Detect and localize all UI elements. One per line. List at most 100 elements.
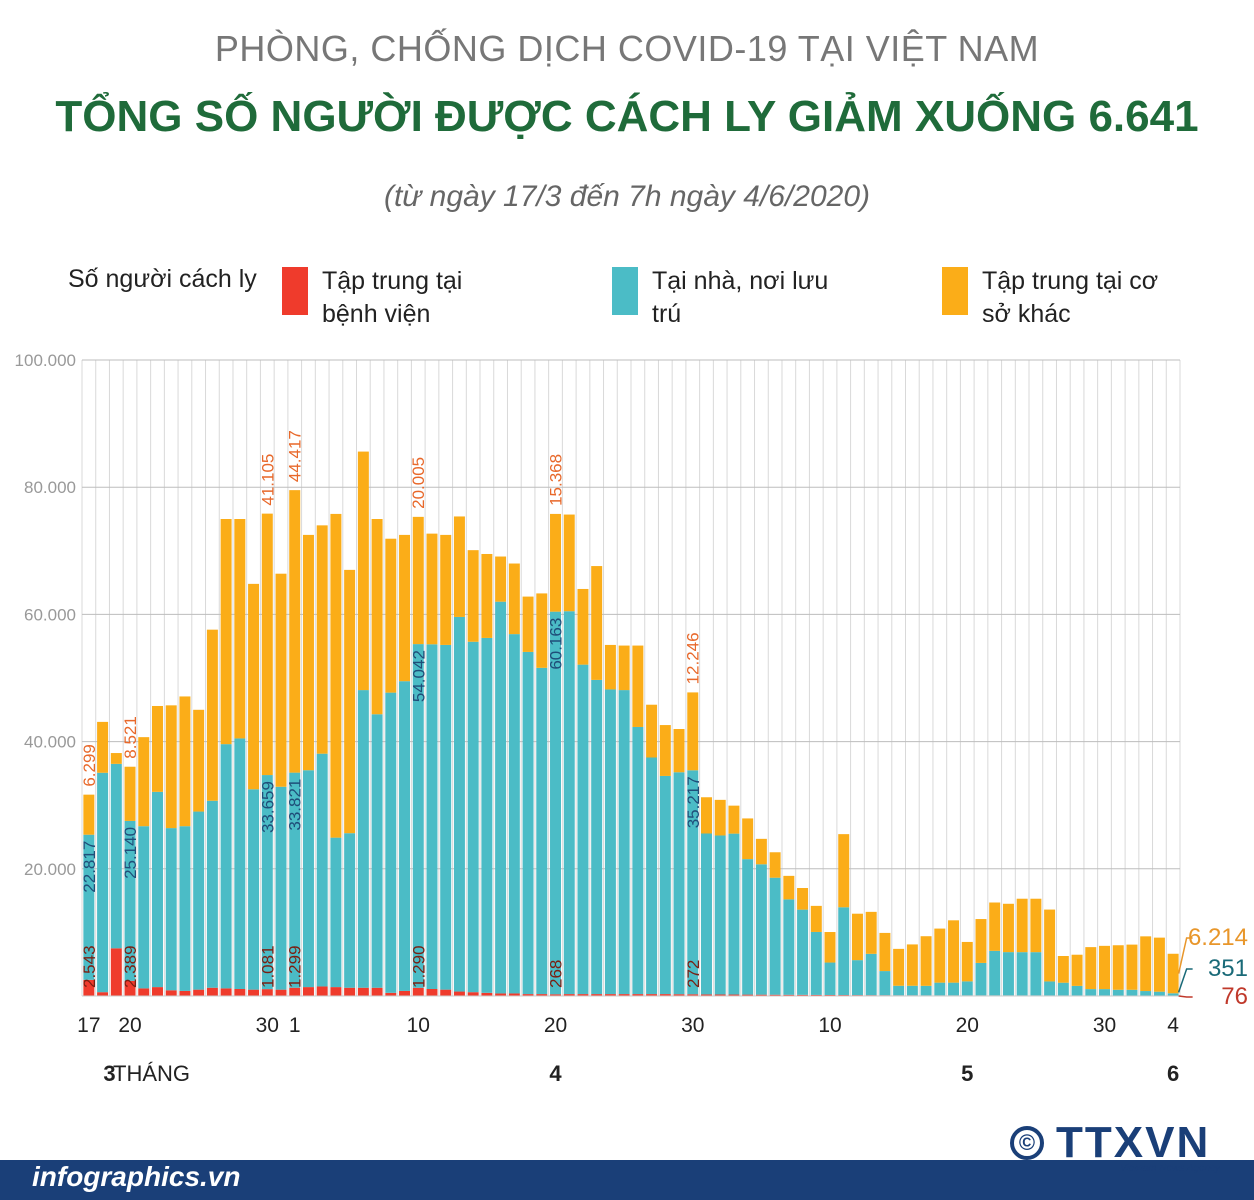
bar-segment-s2-d71 — [1057, 955, 1069, 983]
bar-segment-s1-d46 — [714, 835, 726, 995]
bar-segment-s0-d8 — [193, 989, 205, 996]
bar-segment-s2-d13 — [261, 513, 273, 776]
bar-segment-s1-d48 — [742, 859, 754, 995]
bar-segment-s2-d34 — [550, 513, 562, 612]
bar-segment-s0-d40 — [632, 994, 644, 996]
bar-segment-s2-d1 — [97, 721, 109, 773]
bar-segment-s2-d54 — [824, 932, 836, 963]
value-annotation: 12.246 — [684, 632, 703, 684]
bar-segment-s1-d27 — [453, 616, 465, 992]
bar-segment-s0-d37 — [591, 994, 603, 996]
bar-segment-s0-d45 — [700, 994, 712, 996]
ttxvn-logo: © TTXVN — [1010, 1118, 1210, 1168]
logo-subtitle: Vietnam News Agency — [1120, 1163, 1221, 1174]
y-tick-label: 80.000 — [24, 478, 76, 497]
month-label: 6 — [1167, 1061, 1179, 1086]
bar-segment-s2-d32 — [522, 596, 534, 652]
bar-segment-s0-d38 — [604, 994, 616, 996]
bar-segment-s0-d1 — [97, 992, 109, 996]
bar-segment-s2-d8 — [193, 709, 205, 812]
value-annotation: 2.543 — [80, 945, 99, 988]
y-tick-label: 40.000 — [24, 733, 76, 752]
bar-segment-s1-d36 — [577, 664, 589, 995]
bar-segment-s2-d49 — [755, 838, 767, 865]
value-annotation: 44.417 — [286, 430, 305, 482]
bar-segment-s1-d26 — [440, 644, 452, 990]
bar-segment-s1-d40 — [632, 726, 644, 995]
bar-segment-s1-d30 — [495, 601, 507, 994]
bar-segment-s1-d57 — [865, 953, 877, 996]
bar-segment-s0-d13 — [261, 989, 273, 996]
y-tick-label: 100.000 — [15, 351, 76, 370]
bar-segment-s0-d30 — [495, 993, 507, 996]
bar-segment-s2-d2 — [110, 753, 122, 764]
bar-segment-s0-d9 — [206, 987, 218, 996]
bar-segment-s0-d10 — [220, 988, 232, 996]
bar-segment-s0-d33 — [536, 994, 548, 996]
bar-segment-s2-d22 — [385, 538, 397, 693]
bar-segment-s0-d36 — [577, 994, 589, 996]
bar-segment-s1-d28 — [467, 641, 479, 993]
value-annotation: 1.299 — [286, 945, 305, 988]
value-annotation: 41.105 — [258, 454, 277, 506]
bar-segment-s1-d3 — [124, 820, 136, 981]
final-label-leader — [1177, 937, 1193, 974]
page-title: TỔNG SỐ NGƯỜI ĐƯỢC CÁCH LY GIẢM XUỐNG 6.… — [55, 92, 1199, 141]
bar-segment-s2-d48 — [742, 818, 754, 860]
legend-item-other: Tập trung tại cơ sở khác — [942, 265, 1172, 331]
bar-segment-s0-d14 — [275, 989, 287, 996]
bar-segment-s2-d78 — [1153, 937, 1165, 992]
value-annotation: 15.368 — [547, 454, 566, 506]
bar-segment-s1-d23 — [399, 681, 411, 991]
bar-segment-s0-d46 — [714, 994, 726, 996]
value-annotation: 60.163 — [547, 618, 566, 670]
stacked-bar-chart: 20.000 40.000 60.000 80.000 100.000 2.543 22.8… — [15, 351, 1248, 1086]
bar-segment-s2-d69 — [1030, 898, 1042, 953]
bar-segment-s0-d49 — [755, 994, 767, 996]
final-label-leader — [1177, 968, 1193, 993]
bar-segment-s0-d35 — [563, 994, 575, 996]
bar-segment-s1-d37 — [591, 679, 603, 995]
month-prefix-label: THÁNG — [113, 1061, 190, 1086]
bar-segment-s2-d55 — [838, 834, 850, 908]
bar-segment-s1-d32 — [522, 651, 534, 995]
bar-segment-s0-d26 — [440, 989, 452, 996]
legend-label-home: Tại nhà, nơi lưu trú — [652, 267, 829, 328]
bar-segment-s2-d5 — [151, 705, 163, 792]
bar-segment-s1-d29 — [481, 637, 493, 993]
bar-segment-s2-d51 — [783, 875, 795, 900]
bar-segment-s1-d67 — [1002, 952, 1014, 996]
bar-segment-s2-d29 — [481, 553, 493, 638]
value-annotation: 22.817 — [80, 841, 99, 893]
bar-segment-s0-d23 — [399, 990, 411, 996]
bar-segment-s0-d47 — [728, 994, 740, 996]
bar-segment-s2-d61 — [920, 936, 932, 986]
x-tick-label: 4 — [1167, 1014, 1179, 1037]
bar-segment-s0-d5 — [151, 987, 163, 996]
bar-segment-s2-d68 — [1016, 898, 1028, 953]
bar-segment-s2-d11 — [234, 519, 246, 739]
bar-segment-s1-d12 — [248, 789, 260, 990]
month-label: 4 — [549, 1061, 562, 1086]
bar-segment-s0-d4 — [138, 988, 150, 996]
bar-segment-s1-d5 — [151, 791, 163, 988]
bar-segment-s1-d71 — [1057, 982, 1069, 996]
bar-segment-s2-d39 — [618, 645, 630, 691]
bar-segment-s1-d35 — [563, 611, 575, 995]
bar-segment-s1-d56 — [851, 960, 863, 996]
bar-segment-s2-d59 — [893, 948, 905, 986]
bar-segment-s2-d44 — [687, 692, 699, 771]
bar-segment-s1-d38 — [604, 689, 616, 995]
bar-segment-s1-d8 — [193, 811, 205, 990]
bar-segment-s0-d21 — [371, 987, 383, 996]
bar-segment-s1-d20 — [357, 690, 369, 988]
value-annotation: 1.290 — [409, 945, 428, 988]
bar-segment-s1-d44 — [687, 770, 699, 995]
bar-segment-s1-d68 — [1016, 952, 1028, 996]
bar-segment-s0-d6 — [165, 990, 177, 996]
footer-site: infographics.vn — [32, 1161, 241, 1192]
value-annotation: 54.042 — [409, 650, 428, 702]
bar-segment-s1-d63 — [948, 982, 960, 996]
bar-segment-s1-d53 — [810, 931, 822, 995]
bar-segment-s2-d72 — [1071, 954, 1083, 986]
